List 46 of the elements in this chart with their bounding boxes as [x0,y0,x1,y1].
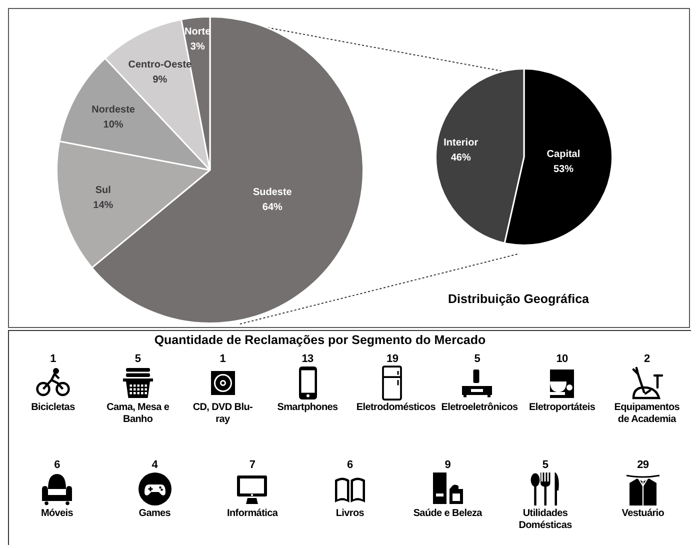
data-label: 9 [444,459,452,471]
category-label: Bicicletas [30,402,76,414]
data-label: 13 [300,353,314,365]
slice-label: Nordeste [92,104,136,116]
category-label: Móveis [40,508,74,520]
category-label: CD, DVD Blu-ray [192,402,254,426]
data-label: 64% [262,202,283,214]
category-label: Smartphones [276,402,339,414]
category-label: Informática [226,508,279,520]
category-label: Utilidades Domésticas [518,508,573,532]
data-label: 4 [150,459,159,471]
text: Distribuição Geográfica [448,292,590,306]
slice-label: Interior [444,138,478,149]
data-label: 6 [346,459,354,471]
slice-label: Sul [95,185,112,196]
data-label: 1 [49,353,57,365]
data-label: 1 [218,353,227,365]
data-label: 5 [134,353,142,365]
data-label: 6 [53,459,61,471]
data-label: 9% [152,74,168,86]
category-label: Vestuário [620,508,666,520]
data-label: 5 [541,459,550,471]
category-label: Equipamentos de Academia [613,402,681,426]
data-label: 46% [450,152,471,164]
data-label: 2 [642,353,651,365]
category-label: Games [138,508,172,520]
data-label: 7 [248,459,256,471]
category-label: Eletroeletrônicos [440,402,519,414]
slice-label: Centro-Oeste [128,59,192,70]
category-label: Eletroportáteis [528,402,596,414]
data-label: 3% [190,42,205,53]
data-label: 29 [636,459,650,471]
data-label: 19 [386,353,400,365]
data-label: 10 [555,353,569,365]
data-label: 5 [473,353,482,365]
category-label: Saúde e Beleza [412,508,484,520]
text: Quantidade de Reclamações por Segmento do Mercado [153,333,487,347]
slice-label: Capital [546,149,580,160]
data-label: 14% [93,200,114,212]
slice-label: Norte [184,26,212,38]
data-label: 53% [553,164,574,176]
slice-label: Sudeste [252,187,292,198]
category-label: Eletrodomésticos [355,402,436,414]
category-label: Cama, Mesa e Banho [106,402,170,426]
data-label: 10% [103,120,124,131]
category-label: Livros [334,508,366,520]
